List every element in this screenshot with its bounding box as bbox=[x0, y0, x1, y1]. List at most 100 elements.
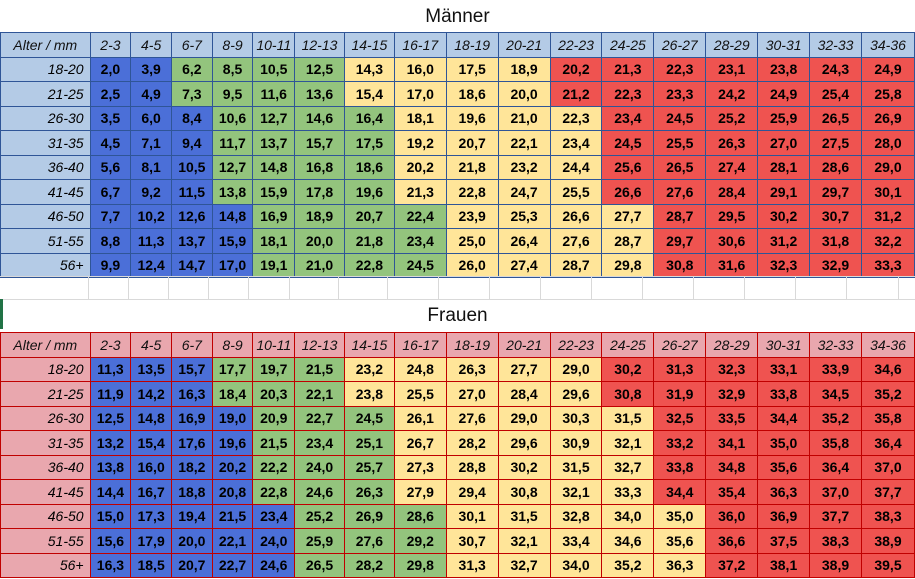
value-cell: 4,9 bbox=[130, 81, 172, 107]
value-cell: 38,9 bbox=[860, 528, 915, 554]
value-cell: 20,2 bbox=[549, 56, 603, 82]
value-cell: 14,6 bbox=[294, 105, 345, 131]
value-cell: 20,2 bbox=[211, 454, 254, 480]
value-cell: 7,3 bbox=[170, 81, 213, 107]
value-cell: 24,5 bbox=[601, 130, 655, 156]
value-cell: 23,8 bbox=[343, 381, 395, 407]
value-cell: 27,6 bbox=[445, 405, 499, 431]
value-cell: 19,0 bbox=[211, 405, 254, 431]
value-cell: 25,7 bbox=[343, 454, 395, 480]
age-cell: 56+ bbox=[0, 552, 91, 578]
value-cell: 19,4 bbox=[170, 503, 213, 529]
value-cell: 24,5 bbox=[393, 252, 447, 278]
value-cell: 24,0 bbox=[294, 454, 345, 480]
header-column: 4-5 bbox=[130, 32, 172, 58]
value-cell: 18,8 bbox=[170, 479, 213, 505]
value-cell: 22,8 bbox=[445, 179, 499, 205]
value-cell: 21,0 bbox=[497, 105, 551, 131]
value-cell: 33,5 bbox=[705, 405, 759, 431]
header-column: 14-15 bbox=[343, 332, 395, 358]
table-row: 51-55 8,8 11,3 13,7 15,9 18,1 20,0 21,8 23,4 25,0… bbox=[0, 228, 915, 254]
value-cell: 11,6 bbox=[252, 81, 296, 107]
table-row: 41-45 14,4 16,7 18,8 20,8 22,8 24,6 26,3 27,9 29,… bbox=[0, 479, 915, 505]
value-cell: 7,7 bbox=[89, 203, 132, 229]
value-cell: 21,5 bbox=[211, 503, 254, 529]
value-cell: 19,6 bbox=[211, 430, 254, 456]
age-cell: 21-25 bbox=[0, 81, 91, 107]
value-cell: 16,3 bbox=[89, 552, 132, 578]
table-row: 46-50 15,0 17,3 19,4 21,5 23,4 25,2 26,9 28,6 30,… bbox=[0, 503, 915, 529]
table-row: 26-30 12,5 14,8 16,9 19,0 20,9 22,7 24,5 26,1 27,… bbox=[0, 405, 915, 431]
value-cell: 23,4 bbox=[294, 430, 345, 456]
value-cell: 21,0 bbox=[294, 252, 345, 278]
value-cell: 26,4 bbox=[497, 228, 551, 254]
value-cell: 24,9 bbox=[757, 81, 811, 107]
value-cell: 21,5 bbox=[252, 430, 296, 456]
value-cell: 30,7 bbox=[809, 203, 862, 229]
value-cell: 20,0 bbox=[170, 528, 213, 554]
age-cell: 18-20 bbox=[0, 56, 91, 82]
value-cell: 28,7 bbox=[601, 228, 655, 254]
value-cell: 33,8 bbox=[653, 454, 707, 480]
value-cell: 35,6 bbox=[653, 528, 707, 554]
value-cell: 33,9 bbox=[809, 356, 862, 382]
value-cell: 17,0 bbox=[211, 252, 254, 278]
table-row: 56+ 9,9 12,4 14,7 17,0 19,1 21,0 22,8 24,5 26,0 27… bbox=[0, 252, 915, 278]
header-column: 18-19 bbox=[445, 32, 499, 58]
value-cell: 37,7 bbox=[809, 503, 862, 529]
header-column: 22-23 bbox=[549, 332, 603, 358]
value-cell: 32,7 bbox=[601, 454, 655, 480]
value-cell: 30,8 bbox=[601, 381, 655, 407]
value-cell: 5,6 bbox=[89, 154, 132, 180]
value-cell: 22,1 bbox=[294, 381, 345, 407]
value-cell: 28,6 bbox=[393, 503, 447, 529]
value-cell: 25,4 bbox=[809, 81, 862, 107]
header-column: 6-7 bbox=[170, 32, 213, 58]
value-cell: 27,0 bbox=[757, 130, 811, 156]
value-cell: 18,2 bbox=[170, 454, 213, 480]
value-cell: 24,4 bbox=[549, 154, 603, 180]
age-cell: 26-30 bbox=[0, 405, 91, 431]
value-cell: 32,8 bbox=[549, 503, 603, 529]
value-cell: 30,6 bbox=[705, 228, 759, 254]
value-cell: 30,2 bbox=[497, 454, 551, 480]
value-cell: 33,8 bbox=[757, 381, 811, 407]
value-cell: 23,2 bbox=[343, 356, 395, 382]
value-cell: 22,2 bbox=[252, 454, 296, 480]
value-cell: 16,4 bbox=[343, 105, 395, 131]
age-cell: 26-30 bbox=[0, 105, 91, 131]
value-cell: 25,3 bbox=[497, 203, 551, 229]
value-cell: 9,2 bbox=[130, 179, 172, 205]
table-row: 18-20 2,0 3,9 6,2 8,5 10,5 12,5 14,3 16,0 17,5 18,… bbox=[0, 56, 915, 82]
sheet-selection-marker bbox=[0, 299, 3, 329]
value-cell: 25,2 bbox=[705, 105, 759, 131]
value-cell: 21,3 bbox=[393, 179, 447, 205]
value-cell: 20,2 bbox=[393, 154, 447, 180]
value-cell: 23,3 bbox=[653, 81, 707, 107]
value-cell: 14,2 bbox=[130, 381, 172, 407]
value-cell: 35,4 bbox=[705, 479, 759, 505]
value-cell: 12,6 bbox=[170, 203, 213, 229]
value-cell: 24,0 bbox=[252, 528, 296, 554]
value-cell: 25,1 bbox=[343, 430, 395, 456]
value-cell: 12,4 bbox=[130, 252, 172, 278]
value-cell: 30,3 bbox=[549, 405, 603, 431]
header-column: 16-17 bbox=[393, 332, 447, 358]
value-cell: 29,0 bbox=[497, 405, 551, 431]
value-cell: 15,7 bbox=[170, 356, 213, 382]
value-cell: 29,7 bbox=[653, 228, 707, 254]
value-cell: 31,9 bbox=[653, 381, 707, 407]
header-column: 14-15 bbox=[343, 32, 395, 58]
value-cell: 16,8 bbox=[294, 154, 345, 180]
value-cell: 3,9 bbox=[130, 56, 172, 82]
value-cell: 27,3 bbox=[393, 454, 447, 480]
header-column: 32-33 bbox=[809, 332, 862, 358]
header-column: 24-25 bbox=[601, 332, 655, 358]
header-column: 32-33 bbox=[809, 32, 862, 58]
value-cell: 28,4 bbox=[497, 381, 551, 407]
value-cell: 26,9 bbox=[860, 105, 915, 131]
value-cell: 15,9 bbox=[211, 228, 254, 254]
maenner-table: Alter / mm 2-3 4-5 6-7 8-9 10-11 12-13 14-15 16-… bbox=[0, 32, 915, 278]
value-cell: 28,0 bbox=[860, 130, 915, 156]
value-cell: 29,0 bbox=[549, 356, 603, 382]
